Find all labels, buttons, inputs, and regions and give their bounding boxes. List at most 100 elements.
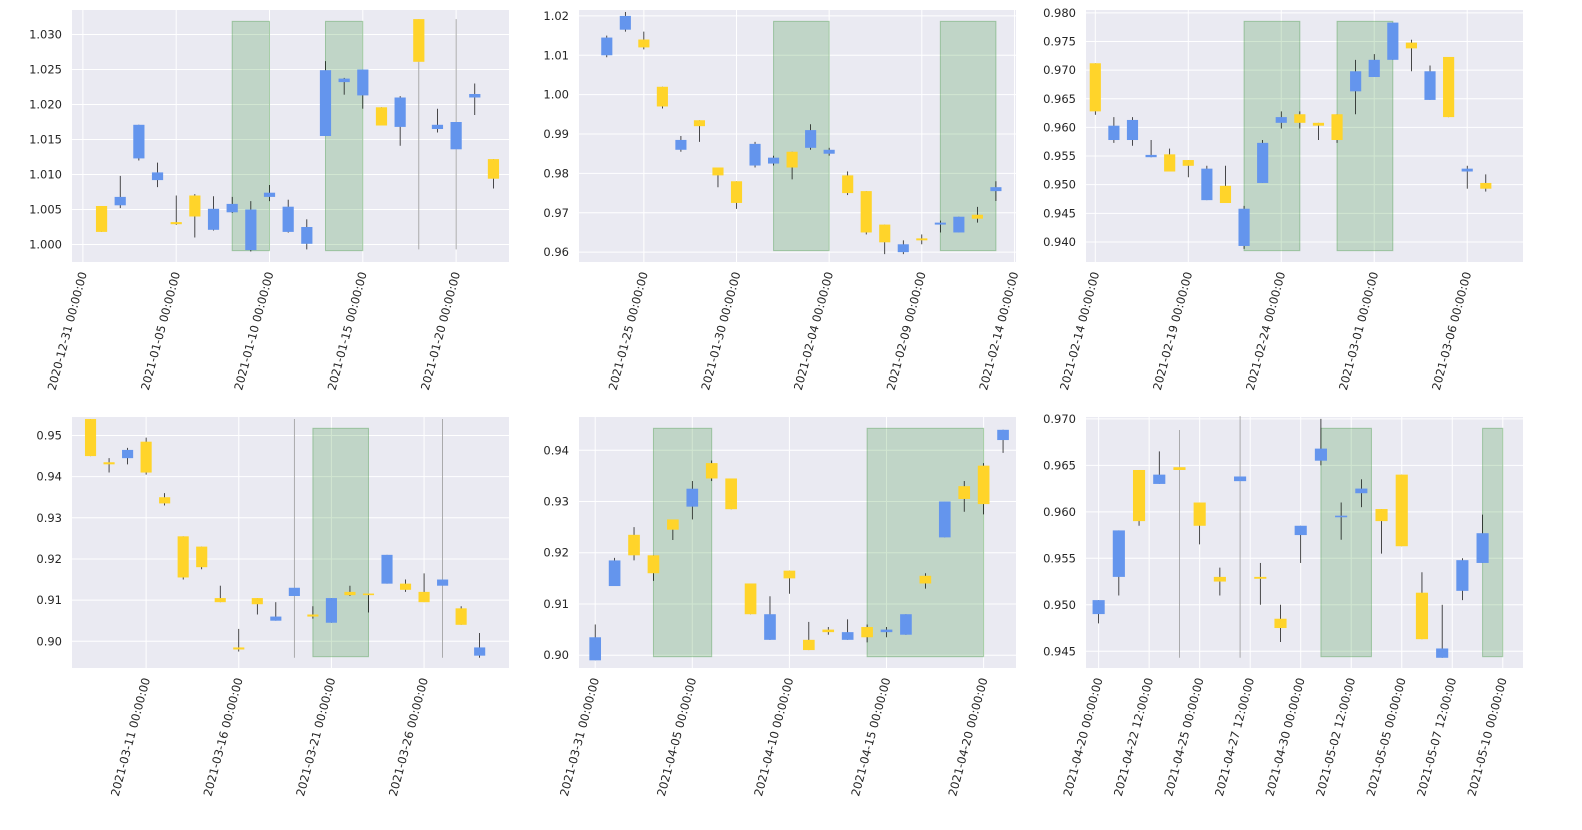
y-tick-label: 0.975 — [1043, 35, 1076, 49]
x-tick-label: 2021-02-09 00:00:00 — [884, 270, 929, 392]
candle-body-down — [693, 120, 706, 127]
candle-body-down — [971, 214, 983, 219]
candle-body-up — [357, 69, 369, 96]
chart-panel-6: 0.945 0.950 0.955 0.960 0.965 0.970 2021-04-20… — [1043, 412, 1523, 798]
candle-body-up — [1257, 142, 1269, 183]
x-tick-label: 2021-01-05 00:00:00 — [138, 270, 183, 392]
y-tick-label: 1.000 — [29, 238, 62, 252]
candle-body-up — [823, 149, 835, 154]
candle-body-down — [712, 167, 724, 176]
candle — [1368, 54, 1380, 78]
candle — [619, 11, 631, 32]
plot-background — [1086, 417, 1523, 668]
candle — [114, 175, 126, 209]
candle — [1213, 567, 1226, 596]
candle-body-up — [1314, 448, 1327, 461]
candle-body-up — [1153, 474, 1166, 484]
candle — [919, 573, 932, 589]
candle — [1201, 165, 1213, 201]
candle-body-down — [1480, 182, 1492, 189]
candle-body-down — [418, 591, 430, 603]
x-tick-label: 2021-03-06 00:00:00 — [1429, 270, 1474, 392]
candle — [953, 216, 965, 233]
candle-body-up — [1238, 208, 1250, 246]
candle — [693, 120, 706, 142]
candle-body-down — [140, 441, 152, 473]
candle-body-down — [667, 519, 679, 530]
candle — [1145, 140, 1157, 158]
y-tick-label: 0.92 — [543, 546, 569, 560]
candle — [601, 35, 613, 58]
candle-body-down — [251, 598, 263, 605]
candle-body-down — [628, 534, 640, 556]
candle-body-up — [1145, 154, 1157, 158]
candle — [1443, 56, 1455, 118]
candle — [1234, 416, 1247, 658]
x-tick-label: 2021-04-20 00:00:00 — [1060, 676, 1105, 798]
candle — [1238, 205, 1250, 249]
candle — [823, 147, 835, 156]
candle — [307, 606, 319, 619]
candle-body-up — [122, 449, 134, 459]
candle-body-up — [245, 209, 257, 251]
y-tick-label: 1.01 — [543, 48, 569, 62]
candle — [977, 463, 990, 515]
candle — [1395, 474, 1408, 547]
candle-body-up — [133, 124, 145, 159]
candle-body-down — [84, 419, 97, 457]
candle-body-up — [1355, 488, 1368, 494]
candle-body-down — [879, 224, 891, 243]
candle — [1294, 525, 1307, 563]
candle — [608, 557, 621, 587]
y-tick-label: 0.945 — [1043, 206, 1076, 220]
candle-body-down — [958, 486, 971, 499]
candle-body-down — [656, 86, 668, 107]
candle — [362, 593, 375, 613]
candle — [1274, 604, 1287, 642]
y-tick-label: 1.025 — [29, 63, 62, 77]
candle — [1219, 165, 1232, 204]
candle — [381, 554, 393, 584]
candle — [938, 501, 951, 538]
y-tick-label: 0.965 — [1043, 92, 1076, 106]
candle-body-up — [953, 216, 965, 233]
candle — [783, 570, 796, 594]
candle — [1312, 122, 1325, 141]
candle — [842, 171, 854, 196]
candle-body-up — [263, 192, 276, 197]
candle-body-down — [344, 591, 356, 596]
candle-body-up — [270, 616, 282, 621]
candle — [786, 151, 798, 180]
candle-body-up — [619, 15, 631, 30]
candle-body-down — [725, 478, 737, 510]
candle — [1092, 600, 1105, 624]
candle-body-down — [1274, 618, 1287, 629]
candle — [455, 606, 467, 625]
candle — [133, 124, 145, 161]
candle — [140, 437, 152, 475]
candle-body-down — [375, 107, 388, 126]
candle-body-down — [362, 593, 375, 596]
candle-body-down — [487, 159, 500, 179]
y-tick-label: 0.960 — [1043, 505, 1076, 519]
candle — [1254, 562, 1267, 605]
x-tick-label: 2020-12-31 00:00:00 — [45, 270, 90, 392]
candle-body-down — [1089, 63, 1101, 112]
candle-body-down — [977, 465, 990, 505]
candle — [1193, 502, 1206, 545]
candle — [437, 419, 449, 658]
candle — [705, 460, 718, 482]
candle-body-down — [638, 39, 650, 48]
y-tick-label: 0.97 — [543, 206, 569, 220]
candle — [1375, 509, 1388, 554]
candle-body-down — [189, 195, 201, 217]
candle-body-up — [1335, 515, 1348, 518]
candle-body-down — [1132, 469, 1146, 522]
candle — [647, 555, 660, 581]
plot-background — [72, 417, 509, 668]
shaded-range — [652, 427, 713, 658]
candle-body-down — [95, 206, 108, 232]
candle-body-up — [589, 637, 602, 661]
candle-body-down — [1312, 122, 1325, 126]
